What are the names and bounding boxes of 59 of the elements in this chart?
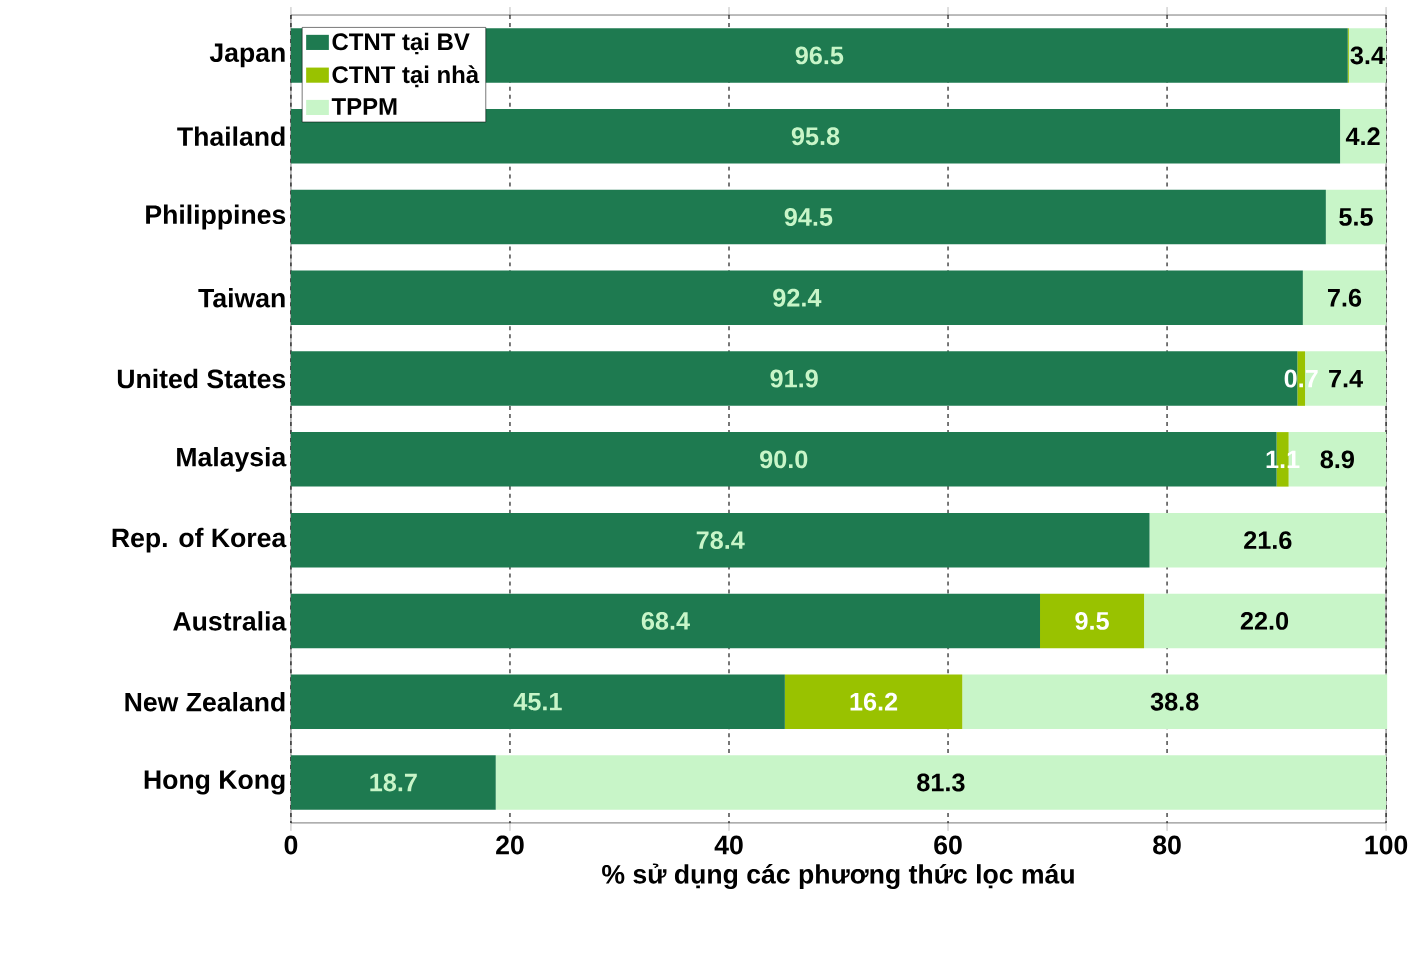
y-tick-label: Philippines bbox=[146, 204, 286, 230]
data-label: 1.1 bbox=[1266, 450, 1300, 468]
bar bbox=[1149, 512, 1387, 568]
data-label: 21.6 bbox=[1244, 530, 1292, 549]
data-label: 0.7 bbox=[1284, 369, 1318, 388]
y-tick-label: Taiwan bbox=[198, 287, 285, 308]
bar bbox=[290, 189, 1326, 245]
data-label: 8.9 bbox=[1320, 450, 1354, 469]
x-tick-label: 100 bbox=[1365, 835, 1408, 855]
data-label: 38.8 bbox=[1150, 692, 1199, 711]
data-label: 9.5 bbox=[1075, 611, 1109, 630]
data-label: 92.4 bbox=[773, 288, 822, 307]
bar bbox=[290, 674, 785, 729]
data-label: 16.2 bbox=[850, 692, 898, 711]
legend-label: TPPM bbox=[331, 97, 397, 115]
bar bbox=[1040, 593, 1145, 648]
y-tick-label: Australia bbox=[173, 610, 287, 631]
legend-label: CTNT tại nhà bbox=[332, 65, 480, 87]
y-tick-label: Rep. of Korea bbox=[112, 527, 287, 553]
x-tick-label: 60 bbox=[934, 835, 962, 855]
y-tick-label: Hong Kong bbox=[144, 770, 285, 795]
x-tick-label: 40 bbox=[714, 835, 743, 855]
bar bbox=[290, 593, 1041, 648]
data-label: 90.0 bbox=[760, 450, 808, 469]
data-label: 81.3 bbox=[917, 773, 965, 792]
x-tick-label: 80 bbox=[1153, 835, 1181, 855]
y-tick-label: Malaysia bbox=[177, 446, 287, 472]
bar bbox=[290, 270, 1303, 325]
bar bbox=[784, 674, 963, 729]
bar bbox=[1340, 108, 1387, 164]
bar bbox=[1325, 189, 1387, 245]
data-label: 5.5 bbox=[1339, 207, 1373, 226]
data-label: 7.6 bbox=[1327, 288, 1362, 307]
data-label: 3.4 bbox=[1350, 46, 1385, 65]
bar bbox=[962, 674, 1388, 729]
data-label: 91.9 bbox=[770, 369, 818, 388]
x-axis-title: % sử dụng các phương thức lọc máu bbox=[602, 863, 1074, 889]
y-tick-label: New Zealand bbox=[125, 691, 285, 712]
data-label: 18.7 bbox=[370, 773, 417, 792]
data-label: 78.4 bbox=[696, 530, 745, 549]
data-label: 95.8 bbox=[791, 127, 840, 145]
bar bbox=[290, 512, 1150, 568]
data-label: 96.5 bbox=[795, 46, 844, 65]
data-label: 68.4 bbox=[641, 611, 690, 630]
data-label: 22.0 bbox=[1240, 611, 1289, 630]
y-tick-label: United States bbox=[117, 368, 286, 389]
bar bbox=[1302, 270, 1387, 325]
data-label: 4.2 bbox=[1345, 127, 1380, 145]
bar bbox=[290, 755, 496, 810]
y-tick-label: Japan bbox=[209, 43, 285, 68]
x-tick-label: 20 bbox=[496, 835, 524, 855]
bar bbox=[1144, 593, 1385, 648]
bar bbox=[495, 755, 1387, 810]
legend-label: CTNT tại BV bbox=[332, 32, 470, 55]
x-tick-label: 0 bbox=[284, 835, 298, 855]
data-label: 45.1 bbox=[513, 692, 562, 711]
data-label: 94.5 bbox=[784, 207, 833, 226]
y-tick-label: Thailand bbox=[177, 126, 285, 146]
data-label: 7.4 bbox=[1329, 369, 1363, 388]
